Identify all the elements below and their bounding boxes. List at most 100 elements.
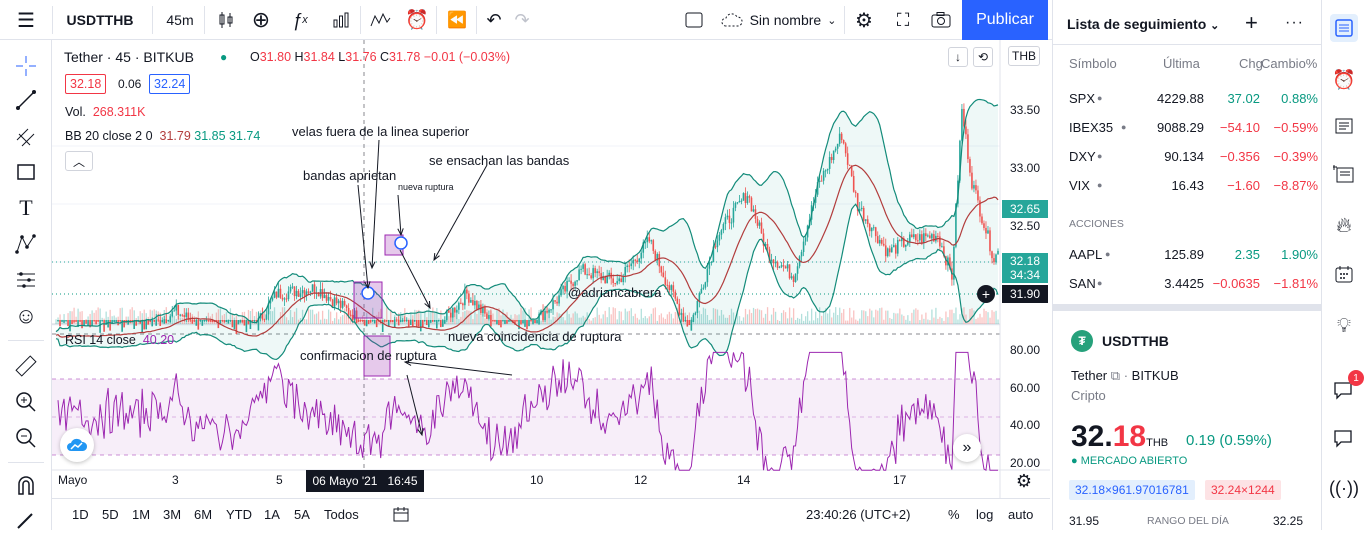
status-dot: ● [1097, 278, 1103, 288]
undo-icon[interactable]: ↶ [486, 9, 502, 30]
collapse-legend-button[interactable]: ︿ [65, 151, 93, 171]
fullscreen-icon[interactable]: ⛶ [896, 9, 910, 30]
range-5d[interactable]: 5D [102, 507, 119, 522]
range-3m[interactable]: 3M [163, 507, 182, 522]
zoom-in-icon[interactable] [12, 388, 40, 416]
bid-size-box: 32.18×961.97016781 [1069, 480, 1195, 500]
watchlist-row[interactable]: VIX ● 16.43 −1.60 −8.87% [1053, 171, 1322, 200]
fib-tool-icon[interactable] [12, 124, 40, 152]
arrow-down-icon[interactable]: ↓ [948, 47, 968, 67]
range-todos[interactable]: Todos [324, 507, 359, 522]
watchlist-row[interactable]: SPX ● 4229.88 37.02 0.88% [1053, 84, 1322, 113]
axis-settings-gear-icon[interactable]: ⚙ [1015, 470, 1033, 491]
interval-button[interactable]: 45m [166, 12, 194, 28]
row-pct: 0.88% [1281, 91, 1318, 106]
sell-price-button[interactable]: 32.18 [65, 74, 107, 94]
add-plus-icon[interactable]: + [977, 285, 995, 303]
range-6m[interactable]: 6M [194, 507, 213, 522]
annotation-nueva-ruptura: nueva ruptura [398, 182, 454, 192]
prediction-tool-icon[interactable] [12, 266, 40, 294]
range-1m[interactable]: 1M [132, 507, 151, 522]
col-symbol-header[interactable]: Símbolo [1069, 56, 1117, 71]
magnet-icon[interactable] [12, 472, 40, 500]
compare-icon[interactable]: ⊕ [251, 7, 271, 32]
row-pct: −0.39% [1273, 149, 1318, 164]
price-axis-label: 33.00 [1010, 161, 1041, 175]
text-tool-icon[interactable]: T [19, 195, 33, 220]
emoji-icon[interactable]: ☺ [14, 303, 38, 328]
timezone-clock[interactable]: 23:40:26 (UTC+2) [806, 507, 911, 522]
col-chgpct-header[interactable]: Cambio% [1261, 56, 1318, 71]
time-axis-label: 3 [172, 473, 179, 487]
chart-canvas[interactable] [52, 40, 1050, 498]
replay-icon[interactable]: ⏪ [447, 12, 467, 29]
range-1d[interactable]: 1D [72, 507, 89, 522]
layout-name-button[interactable]: Sin nombre ⌄ [716, 0, 840, 40]
col-chg-header[interactable]: Chg [1239, 56, 1263, 71]
calendar-icon[interactable] [1330, 260, 1358, 288]
watchlist-title[interactable]: Lista de seguimiento ⌄ [1067, 16, 1220, 32]
refresh-icon[interactable]: ⟲ [973, 47, 993, 67]
col-last-header[interactable]: Última [1163, 56, 1200, 71]
watchlist-row[interactable]: AAPL ● 125.89 2.35 1.90% [1053, 240, 1322, 269]
row-pct: −1.81% [1273, 276, 1318, 291]
annotation-confirmacion: confirmacion de ruptura [300, 348, 437, 363]
annotation-bandas-aprietan: bandas aprietan [303, 168, 397, 183]
right-sidebar: ⏰ 🔥︎ 💡︎ 1 ((·)) [1321, 0, 1365, 530]
crosshair-icon[interactable] [12, 52, 40, 80]
date-range-calendar-icon[interactable] [392, 505, 410, 526]
fullscreen-layout-icon[interactable] [678, 0, 710, 40]
ideas-bulb-icon[interactable]: 💡︎ [1337, 314, 1351, 337]
market-open-dot: ● [220, 50, 228, 64]
redo-icon[interactable]: ↷ [514, 9, 530, 30]
percent-scale-toggle[interactable]: % [948, 507, 960, 522]
menu-icon[interactable]: ☰ [17, 9, 35, 32]
pencil-lock-icon[interactable] [12, 506, 40, 534]
settings-gear-icon[interactable]: ⚙ [855, 9, 873, 32]
publish-button[interactable]: Publicar [962, 0, 1048, 40]
pattern-icon[interactable] [364, 0, 396, 40]
log-scale-toggle[interactable]: log [976, 507, 994, 522]
range-1a[interactable]: 1A [264, 507, 280, 522]
row-symbol: SAN [1069, 276, 1096, 291]
alert-icon[interactable]: ⏰ [405, 10, 429, 31]
scroll-right-icon[interactable]: » [953, 434, 981, 462]
news-icon[interactable] [1330, 112, 1358, 140]
ohlc-values: O31.80 H31.84 L31.76 C31.78 −0.01 (−0.03… [250, 50, 510, 64]
templates-icon[interactable] [324, 0, 358, 40]
camera-icon[interactable] [924, 0, 958, 40]
add-symbol-plus-icon[interactable]: + [1245, 10, 1258, 35]
row-pct: −0.59% [1273, 120, 1318, 135]
tradingview-logo-icon[interactable] [60, 428, 94, 462]
range-5a[interactable]: 5A [294, 507, 310, 522]
symbol-search-button[interactable]: USDTTHB [66, 12, 134, 28]
rsi-axis-label: 80.00 [1010, 343, 1041, 357]
details-symbol[interactable]: USDTTHB [1102, 333, 1169, 349]
more-options-icon[interactable]: ··· [1285, 14, 1304, 31]
range-ytd[interactable]: YTD [226, 507, 252, 522]
auto-scale-toggle[interactable]: auto [1008, 507, 1034, 522]
currency-label[interactable]: THB [1008, 46, 1040, 66]
messages-icon[interactable] [1330, 424, 1358, 452]
trend-line-icon[interactable] [12, 86, 40, 114]
candles-icon[interactable] [210, 0, 242, 40]
price-tag-last: 32.18 34:34 [1002, 253, 1048, 283]
alarm-clock-icon[interactable]: ⏰ [1332, 70, 1356, 91]
hotlist-fire-icon[interactable]: 🔥︎ [1336, 214, 1352, 237]
row-symbol: AAPL [1069, 247, 1103, 262]
pattern-tool-icon[interactable] [12, 230, 40, 258]
streams-broadcast-icon[interactable]: ((·)) [1329, 477, 1359, 498]
time-axis-label: 5 [276, 473, 283, 487]
rectangle-tool-icon[interactable] [12, 158, 40, 186]
ruler-icon[interactable] [12, 352, 40, 380]
watchlist-row[interactable]: IBEX35 ● 9088.29 −54.10 −0.59% [1053, 113, 1322, 142]
watchlist-row[interactable]: DXY ● 90.134 −0.356 −0.39% [1053, 142, 1322, 171]
row-symbol: IBEX35 [1069, 120, 1114, 135]
watchlist-icon[interactable] [1330, 14, 1358, 42]
zoom-out-icon[interactable] [12, 424, 40, 452]
data-window-icon[interactable] [1330, 160, 1358, 188]
watchlist-row[interactable]: SAN ● 3.4425 −0.0635 −1.81% [1053, 269, 1322, 298]
buy-price-button[interactable]: 32.24 [149, 74, 191, 94]
